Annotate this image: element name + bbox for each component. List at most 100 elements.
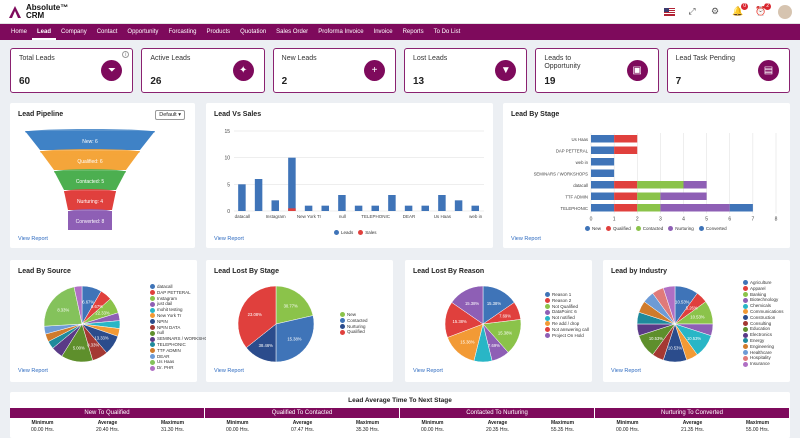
nav-proforma-invoice[interactable]: Proforma Invoice bbox=[318, 29, 364, 35]
notification-icon[interactable]: 🔔 0 bbox=[732, 2, 748, 16]
pie-slice-dr-phr[interactable] bbox=[73, 285, 83, 325]
legend-item[interactable]: DEAR bbox=[150, 354, 214, 360]
nav-home[interactable]: Home bbox=[11, 29, 28, 35]
nav-to-do-list[interactable]: To Do List bbox=[433, 29, 461, 35]
pie-slice-qualified[interactable] bbox=[237, 285, 277, 349]
legend-item[interactable]: null bbox=[150, 330, 214, 336]
nav-company[interactable]: Company bbox=[61, 29, 87, 35]
legend-item[interactable]: Banking bbox=[743, 292, 784, 298]
funnel-stage-1[interactable] bbox=[40, 151, 140, 170]
legend-item[interactable]: NPIN DATA bbox=[150, 325, 214, 331]
legend-item[interactable]: Biotechnology bbox=[743, 297, 784, 303]
nav-products[interactable]: Products bbox=[206, 29, 231, 35]
user-avatar[interactable] bbox=[778, 4, 792, 19]
view-report-link[interactable]: View Report bbox=[18, 236, 48, 242]
legend-item[interactable]: Nurturing bbox=[668, 226, 694, 231]
legend-item[interactable]: Not Qualified bbox=[545, 304, 589, 310]
legend-item[interactable]: just dail bbox=[150, 301, 214, 307]
legend-item[interactable]: TELEPHONIC bbox=[150, 342, 214, 348]
legend-item[interactable]: SEMINARS / WORKSHOPS bbox=[150, 336, 214, 342]
nav-lead[interactable]: Lead bbox=[32, 24, 57, 40]
legend-item[interactable]: Re add / drop bbox=[545, 321, 589, 327]
legend-item[interactable]: Apparel bbox=[743, 286, 784, 292]
legend-item[interactable]: Dr. PHR bbox=[150, 365, 214, 371]
nav-forcasting[interactable]: Forcasting bbox=[168, 29, 197, 35]
legend-item[interactable]: Agriculture bbox=[743, 280, 784, 286]
nav-contact[interactable]: Contact bbox=[96, 29, 118, 35]
nav-reports[interactable]: Reports bbox=[402, 29, 424, 35]
pie-label: 6.67% bbox=[82, 299, 94, 304]
legend-item[interactable]: Insurance bbox=[743, 361, 784, 367]
nav-sales-order[interactable]: Sales Order bbox=[276, 29, 309, 35]
legend-item[interactable]: datacall bbox=[150, 284, 214, 290]
pie-slice-project-on-hold[interactable] bbox=[451, 285, 484, 325]
legend-item[interactable]: Project On Hold bbox=[545, 333, 589, 339]
legend-item[interactable]: Leads bbox=[334, 230, 353, 235]
settings-icon[interactable]: ⚙ bbox=[710, 6, 720, 16]
legend-item[interactable]: Instagram bbox=[150, 296, 214, 302]
app-logo[interactable]: Absolute™ CRM bbox=[8, 3, 68, 20]
info-icon[interactable]: i bbox=[122, 51, 130, 58]
funnel-stage-3[interactable] bbox=[64, 191, 116, 210]
legend-item[interactable]: Communications bbox=[743, 309, 784, 315]
stat-card-active-leads[interactable]: Active Leads 26 ✦ bbox=[141, 48, 265, 93]
view-report-link[interactable]: View Report bbox=[611, 368, 641, 374]
view-report-link[interactable]: View Report bbox=[18, 368, 48, 374]
legend-item[interactable]: Education bbox=[743, 326, 784, 332]
legend-item[interactable]: Hospitality bbox=[743, 355, 784, 361]
legend-item[interactable]: Converted bbox=[698, 226, 727, 231]
stat-card-leads-to-opportunity[interactable]: Leads to Opportunity 19 ▣ bbox=[535, 48, 659, 93]
view-report-link[interactable]: View Report bbox=[413, 368, 443, 374]
view-report-link[interactable]: View Report bbox=[511, 236, 541, 242]
legend-item[interactable]: Nurturing bbox=[340, 324, 368, 330]
legend-item[interactable]: Consulting bbox=[743, 321, 784, 327]
stat-card-new-leads[interactable]: New Leads 2 + bbox=[272, 48, 396, 93]
legend-item[interactable]: Healthcare bbox=[743, 350, 784, 356]
legend-item[interactable]: New bbox=[340, 312, 368, 318]
legend-item[interactable]: Not notified bbox=[545, 315, 589, 321]
legend-item[interactable]: Reason 2 bbox=[545, 298, 589, 304]
legend-item[interactable]: Construction bbox=[743, 315, 784, 321]
legend-item[interactable]: Energy bbox=[743, 338, 784, 344]
flag-icon[interactable] bbox=[663, 6, 675, 18]
stat-card-lost-leads[interactable]: Lost Leads 13 ▼ bbox=[403, 48, 528, 93]
legend-item[interactable]: Not answering call bbox=[545, 327, 589, 333]
legend-item[interactable]: Qualified bbox=[606, 226, 631, 231]
pipeline-filter-select[interactable]: Default ▾ bbox=[155, 110, 185, 120]
nav-opportunity[interactable]: Opportunity bbox=[127, 29, 159, 35]
nav-quotation[interactable]: Quotation bbox=[240, 29, 267, 35]
legend-item[interactable]: DataPoint: 6 bbox=[545, 309, 589, 315]
legend-item[interactable]: Sales bbox=[358, 230, 377, 235]
legend-item[interactable]: New bbox=[585, 226, 601, 231]
legend-item[interactable]: Engineering bbox=[743, 344, 784, 350]
alert-clock-icon[interactable]: ⏰ 2 bbox=[755, 2, 771, 16]
pie-label: 7.69% bbox=[488, 343, 500, 348]
legend-item[interactable]: Contacted bbox=[340, 318, 368, 324]
legend-item[interactable]: mohit testing bbox=[150, 307, 214, 313]
legend-item[interactable]: DAP PETTERAL bbox=[150, 290, 214, 296]
legend-item[interactable]: Qualified bbox=[340, 329, 368, 335]
legend-item[interactable]: Electronics bbox=[743, 332, 784, 338]
legend-item[interactable]: Reason 1 bbox=[545, 292, 589, 298]
funnel-stage-4[interactable] bbox=[68, 211, 112, 230]
legend-item[interactable]: Contacted bbox=[635, 226, 663, 231]
funnel-stage-2[interactable] bbox=[54, 171, 126, 190]
funnel-stage-0[interactable] bbox=[25, 131, 155, 150]
pie-slice-new[interactable] bbox=[275, 285, 314, 325]
pie-slice-us-haas[interactable] bbox=[43, 286, 83, 327]
pie-slice-contacted[interactable] bbox=[275, 315, 315, 363]
pie-slice-insurance[interactable] bbox=[662, 285, 676, 325]
view-report-link[interactable]: View Report bbox=[214, 368, 244, 374]
legend-item[interactable]: Us Haas bbox=[150, 359, 214, 365]
view-report-link[interactable]: View Report bbox=[214, 236, 244, 242]
legend-item[interactable]: TTF ADMIN bbox=[150, 348, 214, 354]
legend-item[interactable]: NPIN bbox=[150, 319, 214, 325]
legend-item[interactable]: New York Tr bbox=[150, 313, 214, 319]
legend-item[interactable]: Chemicals bbox=[743, 303, 784, 309]
nav-invoice[interactable]: Invoice bbox=[373, 29, 393, 35]
stat-card-lead-task-pending[interactable]: Lead Task Pending 7 ▤ bbox=[666, 48, 790, 93]
lead-pipeline-title: Lead Pipeline bbox=[18, 111, 64, 118]
clipboard-icon: ▤ bbox=[757, 60, 779, 81]
fullscreen-icon[interactable]: ⤢ bbox=[688, 6, 696, 16]
stat-card-total-leads[interactable]: Total Leads 60 ⏷ i bbox=[10, 48, 134, 93]
